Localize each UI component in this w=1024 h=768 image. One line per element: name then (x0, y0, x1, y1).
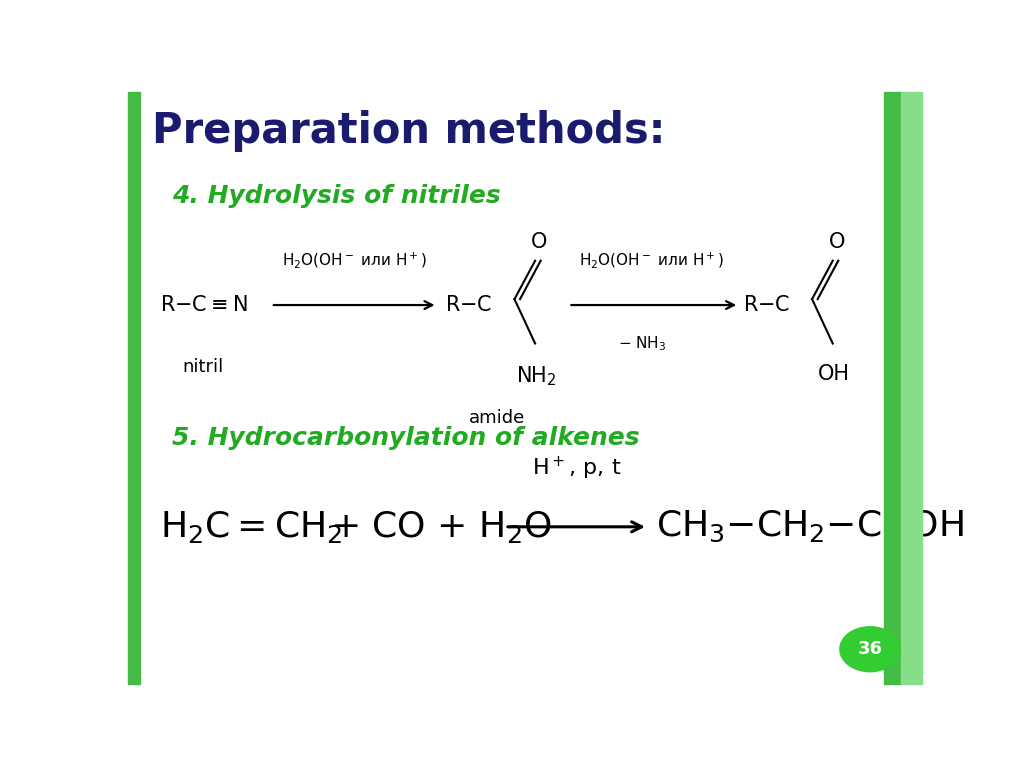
Text: 4. Hydrolysis of nitriles: 4. Hydrolysis of nitriles (172, 184, 501, 208)
Bar (128, 92, 140, 684)
Text: 5. Hydrocarbonylation of alkenes: 5. Hydrocarbonylation of alkenes (172, 426, 639, 450)
Text: NH$_2$: NH$_2$ (516, 364, 557, 388)
Text: amide: amide (469, 409, 525, 426)
Text: $-$ NH$_3$: $-$ NH$_3$ (618, 335, 667, 353)
Bar (884, 92, 901, 684)
Text: CH$_3$$-$CH$_2$$-$COOH: CH$_3$$-$CH$_2$$-$COOH (655, 509, 964, 545)
Text: O: O (828, 232, 845, 252)
Text: H$^+$, p, t: H$^+$, p, t (531, 455, 621, 482)
Text: nitril: nitril (182, 358, 224, 376)
Text: H$_2$C$=$CH$_2$: H$_2$C$=$CH$_2$ (160, 509, 342, 545)
Text: Preparation methods:: Preparation methods: (152, 110, 666, 152)
Circle shape (840, 627, 900, 672)
Text: $+$ CO $+$ H$_2$O: $+$ CO $+$ H$_2$O (331, 509, 552, 545)
Text: H$_2$O(OH$^-$ или H$^+$): H$_2$O(OH$^-$ или H$^+$) (580, 250, 724, 270)
Text: H$_2$O(OH$^-$ или H$^+$): H$_2$O(OH$^-$ или H$^+$) (282, 250, 427, 270)
Text: OH: OH (818, 364, 850, 384)
Text: R$-$C$\equiv$N: R$-$C$\equiv$N (160, 295, 248, 315)
Text: O: O (530, 232, 547, 252)
Text: R$-$C: R$-$C (445, 295, 493, 315)
Text: R$-$C: R$-$C (743, 295, 791, 315)
Bar (901, 92, 922, 684)
Text: 36: 36 (857, 641, 883, 658)
